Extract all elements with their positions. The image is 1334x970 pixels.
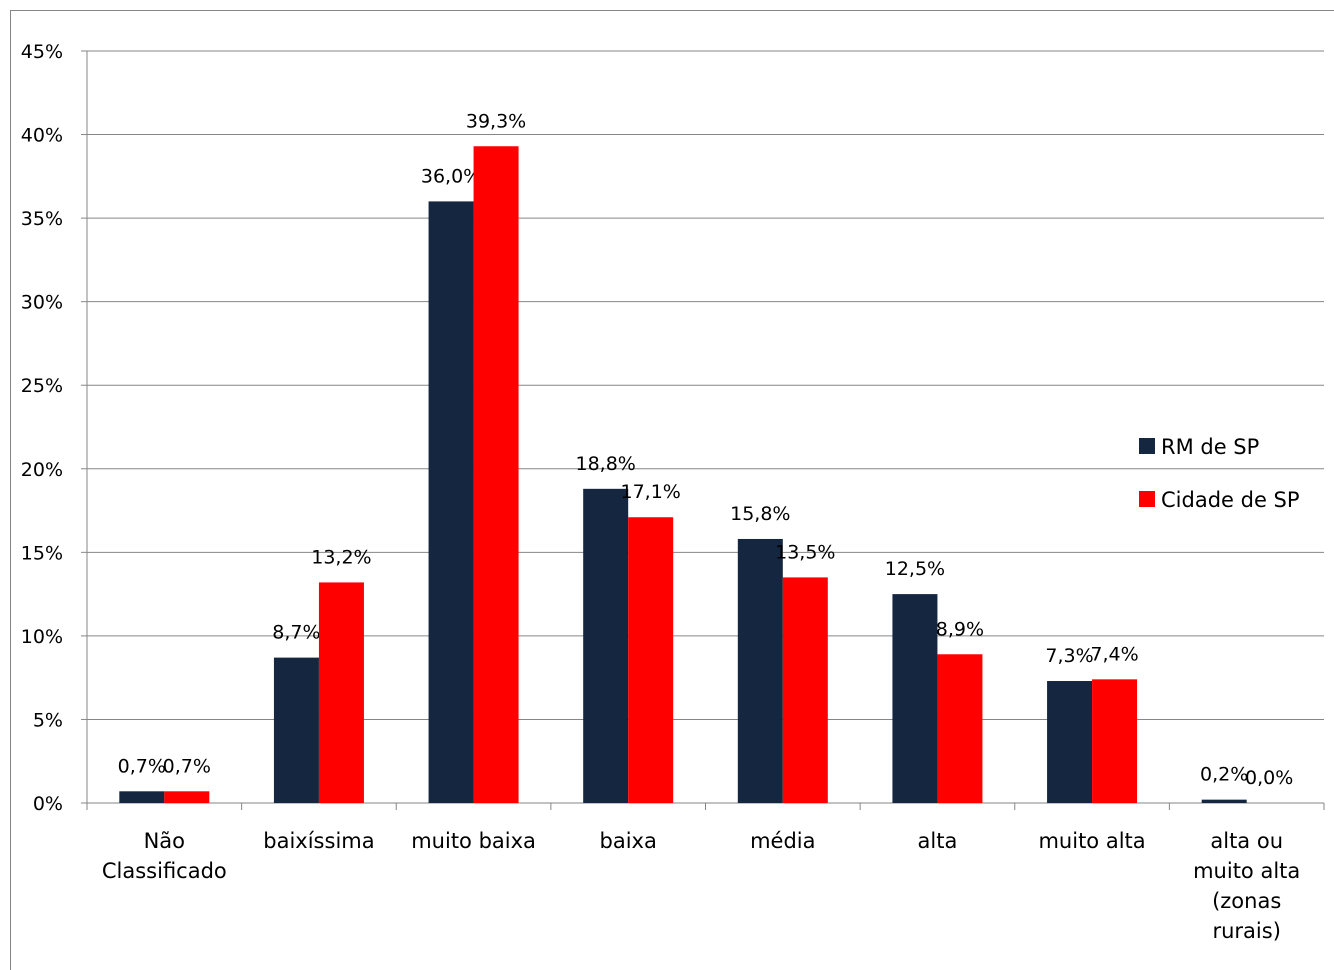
y-tick-label: 20% [21, 459, 63, 481]
x-tick-label: Não Classificado [102, 829, 227, 883]
data-label: 13,2% [311, 546, 371, 568]
bar-rm-de-sp [1201, 799, 1247, 803]
legend-label: RM de SP [1161, 435, 1259, 459]
y-tick-label: 5% [33, 709, 63, 731]
bar-cidade-de-sp [473, 146, 519, 804]
data-label: 36,0% [421, 165, 481, 187]
data-label: 39,3% [466, 110, 526, 132]
data-label: 0,2% [1200, 764, 1248, 786]
bar-cidade-de-sp [937, 654, 983, 803]
x-tick-label: muito alta [1038, 829, 1145, 853]
bar-rm-de-sp [737, 538, 783, 803]
data-label: 13,5% [775, 541, 835, 563]
bar-cidade-de-sp [782, 577, 828, 803]
y-tick-label: 0% [33, 793, 63, 815]
data-label: 8,9% [936, 618, 984, 640]
y-tick-label: 10% [21, 626, 63, 648]
x-tick-label: alta ou muito alta (zonas rurais) [1193, 829, 1300, 943]
bar-rm-de-sp [428, 201, 474, 803]
bar-cidade-de-sp [628, 517, 674, 803]
bar-cidade-de-sp [1092, 679, 1138, 803]
data-label: 0,7% [163, 755, 211, 777]
data-label: 7,3% [1045, 645, 1093, 667]
bar-rm-de-sp [273, 657, 319, 803]
y-tick-label: 45% [21, 41, 63, 63]
x-tick-label: alta [918, 829, 958, 853]
legend-swatch [1139, 491, 1155, 507]
bar-rm-de-sp [119, 791, 165, 803]
bar-rm-de-sp [892, 594, 938, 803]
x-tick-label: baixa [600, 829, 657, 853]
y-tick-label: 15% [21, 542, 63, 564]
bar-rm-de-sp [583, 488, 629, 803]
y-tick-label: 35% [21, 208, 63, 230]
legend-label: Cidade de SP [1161, 488, 1300, 512]
x-tick-label: muito baixa [411, 829, 536, 853]
data-label: 17,1% [621, 481, 681, 503]
data-label: 15,8% [730, 503, 790, 525]
data-label: 0,0% [1245, 767, 1293, 789]
data-label: 0,7% [118, 755, 166, 777]
legend-swatch [1139, 438, 1155, 454]
y-tick-label: 25% [21, 375, 63, 397]
y-tick-label: 30% [21, 292, 63, 314]
x-tick-label: baixíssima [263, 829, 374, 853]
data-label: 8,7% [272, 622, 320, 644]
x-tick-label: média [750, 829, 815, 853]
data-label: 18,8% [576, 453, 636, 475]
y-tick-label: 40% [21, 125, 63, 147]
chart-frame [10, 10, 1334, 970]
data-label: 12,5% [885, 558, 945, 580]
bar-cidade-de-sp [318, 582, 364, 803]
data-label: 7,4% [1090, 643, 1138, 665]
bar-rm-de-sp [1047, 681, 1093, 803]
bar-cidade-de-sp [164, 791, 210, 803]
